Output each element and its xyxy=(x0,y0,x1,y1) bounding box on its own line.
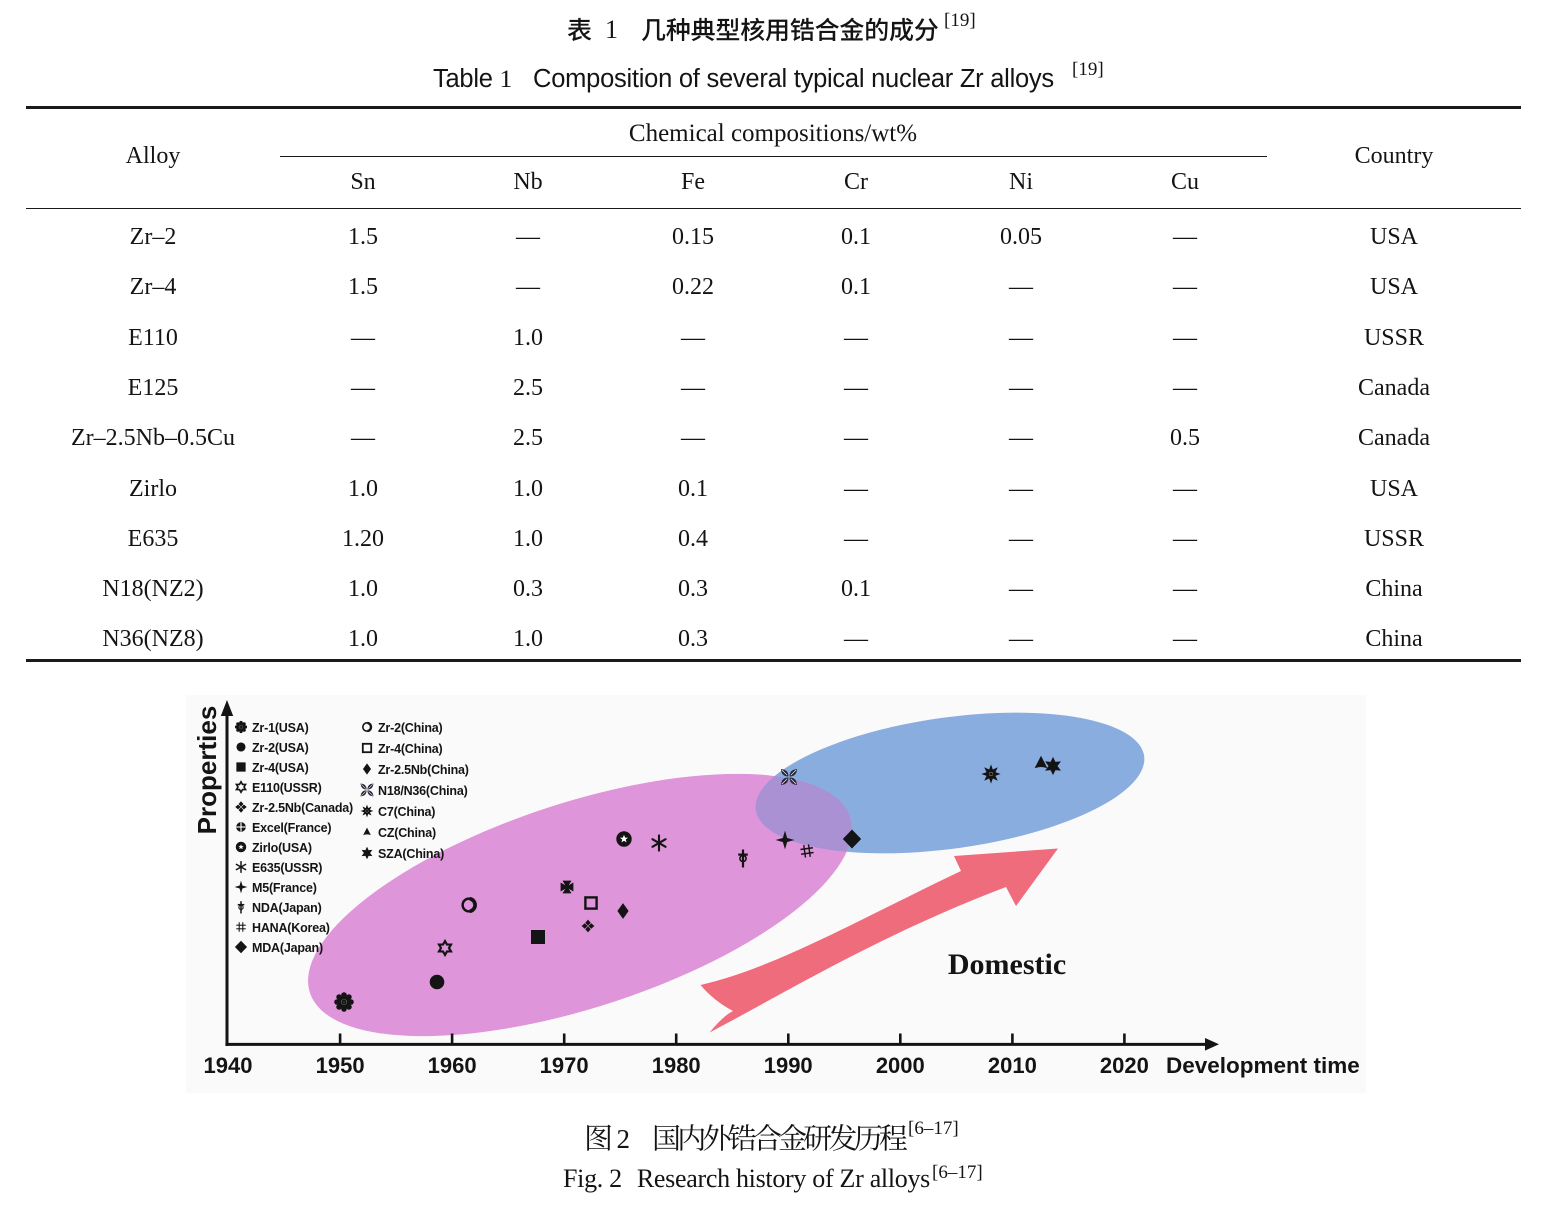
svg-text:MDA(Japan): MDA(Japan) xyxy=(252,941,323,955)
svg-text:E635(USSR): E635(USSR) xyxy=(252,861,322,875)
svg-text:Zr-2.5Nb(Canada): Zr-2.5Nb(Canada) xyxy=(252,801,353,815)
svg-text:Zr-1(USA): Zr-1(USA) xyxy=(252,721,309,735)
svg-text:Zirlo(USA): Zirlo(USA) xyxy=(252,841,312,855)
svg-text:2020: 2020 xyxy=(1100,1053,1149,1078)
svg-text:CZ(China): CZ(China) xyxy=(378,826,436,840)
svg-text:1950: 1950 xyxy=(316,1053,365,1078)
svg-text:Domestic: Domestic xyxy=(948,948,1066,981)
svg-text:Zr-4(China): Zr-4(China) xyxy=(378,742,443,756)
svg-text:Zr-2.5Nb(China): Zr-2.5Nb(China) xyxy=(378,763,469,777)
svg-text:M5(France): M5(France) xyxy=(252,881,317,895)
svg-text:SZA(China): SZA(China) xyxy=(378,847,444,861)
svg-text:Properties: Properties xyxy=(192,706,222,835)
svg-text:Zr-4(USA): Zr-4(USA) xyxy=(252,761,309,775)
svg-text:E110(USSR): E110(USSR) xyxy=(252,781,322,795)
svg-text:1940: 1940 xyxy=(204,1053,253,1078)
svg-text:1960: 1960 xyxy=(428,1053,477,1078)
svg-text:Development time: Development time xyxy=(1166,1053,1360,1078)
svg-text:NDA(Japan): NDA(Japan) xyxy=(252,901,322,915)
svg-text:1990: 1990 xyxy=(764,1053,813,1078)
svg-text:2010: 2010 xyxy=(988,1053,1037,1078)
svg-text:1980: 1980 xyxy=(652,1053,701,1078)
svg-text:2000: 2000 xyxy=(876,1053,925,1078)
svg-text:HANA(Korea): HANA(Korea) xyxy=(252,921,330,935)
svg-text:Excel(France): Excel(France) xyxy=(252,821,331,835)
svg-text:N18/N36(China): N18/N36(China) xyxy=(378,784,468,798)
svg-text:C7(China): C7(China) xyxy=(378,805,435,819)
svg-text:Zr-2(China): Zr-2(China) xyxy=(378,721,443,735)
svg-text:Zr-2(USA): Zr-2(USA) xyxy=(252,741,309,755)
svg-text:1970: 1970 xyxy=(540,1053,589,1078)
